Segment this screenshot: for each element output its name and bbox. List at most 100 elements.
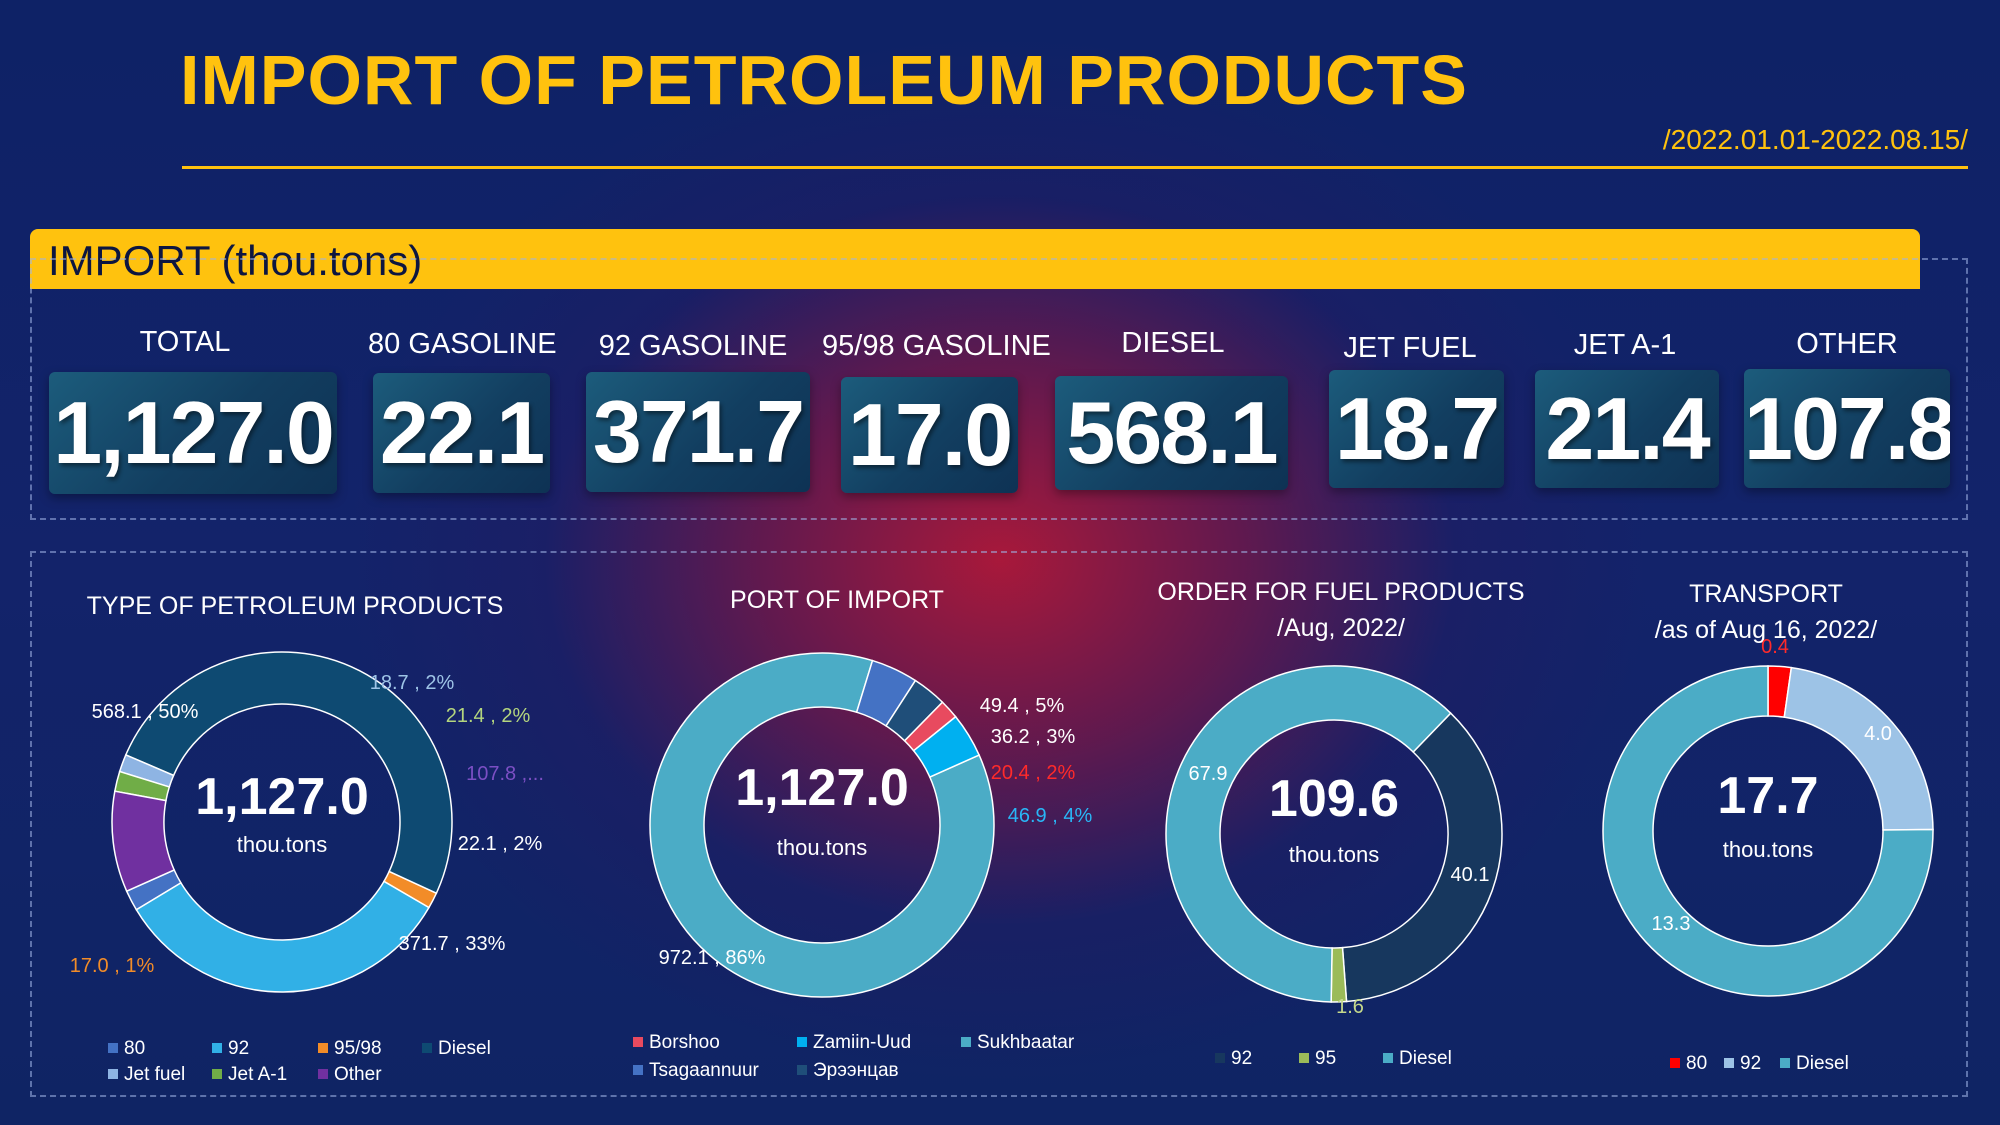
donut-center-value-2: 109.6 — [1269, 770, 1399, 828]
kpi-label-92-gasoline: 92 GASOLINE — [598, 330, 788, 362]
donut-label-0-6: 107.8 ,... — [466, 763, 544, 785]
legend-item-0-0: 80 — [108, 1038, 145, 1060]
kpi-value-diesel: 568.1 — [1066, 383, 1278, 482]
donut-center-unit-0: thou.tons — [237, 832, 328, 857]
donut-slice-2-2 — [1165, 665, 1452, 1003]
legend-item-0-3: Diesel — [422, 1038, 491, 1060]
donut-slice-1-0 — [649, 652, 995, 998]
legend-label-2-1: 95 — [1315, 1048, 1337, 1069]
chart-subtitle-transport: /as of Aug 16, 2022/ — [1654, 616, 1878, 644]
chart-title-transport: TRANSPORT /as of Aug 16, 2022/ — [1541, 576, 1991, 648]
donut-slice-0-3 — [124, 651, 453, 895]
legend-label-1-1: Zamiin-Uud — [813, 1032, 912, 1053]
kpi-value-jet-fuel: 18.7 — [1334, 379, 1500, 478]
legend-swatch-1-3 — [633, 1065, 643, 1075]
legend-swatch-2-1 — [1299, 1053, 1309, 1063]
chart-title-order: ORDER FOR FUEL PRODUCTS /Aug, 2022/ — [1116, 574, 1566, 646]
legend-label-0-6: Other — [334, 1064, 382, 1085]
legend-swatch-1-4 — [797, 1065, 807, 1075]
legend-label-0-5: Jet A-1 — [228, 1064, 288, 1085]
kpi-value-other: 107.8 — [1744, 378, 1950, 478]
legend-label-1-2: Sukhbaatar — [977, 1032, 1075, 1053]
kpi-panel — [30, 258, 1968, 520]
legend-label-0-2: 95/98 — [334, 1038, 382, 1059]
legend-swatch-0-5 — [212, 1069, 222, 1079]
kpi-tile-9598-gasoline: 17.0 — [841, 377, 1018, 493]
legend-label-0-1: 92 — [228, 1038, 250, 1059]
kpi-value-jet-a1: 21.4 — [1545, 379, 1710, 478]
legend-item-0-4: Jet fuel — [108, 1064, 185, 1086]
chart-title-transport-main: TRANSPORT — [1689, 580, 1843, 608]
chart-subtitle-order: /Aug, 2022/ — [1277, 614, 1405, 642]
kpi-label-80-gasoline: 80 GASOLINE — [368, 328, 557, 360]
legend-swatch-2-0 — [1215, 1053, 1225, 1063]
kpi-label-jet-fuel: JET FUEL — [1343, 332, 1477, 364]
donut-label-0-2: 17.0 , 1% — [70, 955, 155, 977]
donut-slice-0-6 — [111, 790, 176, 893]
legend-label-2-0: 92 — [1231, 1048, 1253, 1069]
legend-item-2-1: 95 — [1299, 1048, 1336, 1070]
legend-label-1-3: Tsagaannuur — [649, 1060, 759, 1081]
legend-swatch-3-2 — [1780, 1058, 1790, 1068]
legend-swatch-1-2 — [961, 1037, 971, 1047]
legend-item-1-2: Sukhbaatar — [961, 1032, 1074, 1054]
donut-slice-2-0 — [1341, 712, 1503, 1003]
donut-label-2-1: 1.6 — [1336, 996, 1364, 1018]
legend-item-0-1: 92 — [212, 1038, 249, 1060]
kpi-label-jet-a1: JET A-1 — [1573, 329, 1677, 361]
legend-item-0-6: Other — [318, 1064, 382, 1086]
section-label: IMPORT (thou.tons) — [48, 237, 423, 284]
title-divider — [182, 166, 1968, 169]
kpi-tile-other: 107.8 — [1744, 369, 1950, 488]
chart-title-port: PORT OF IMPORT — [730, 586, 944, 614]
donut-center-value-3: 17.7 — [1717, 767, 1818, 825]
page-title: IMPORT OF PETROLEUM PRODUCTS — [180, 41, 1468, 119]
legend-item-1-3: Tsagaannuur — [633, 1060, 759, 1082]
donut-label-3-1: 4.0 — [1864, 723, 1892, 745]
kpi-tile-total: 1,127.0 — [49, 372, 337, 494]
legend-swatch-1-1 — [797, 1037, 807, 1047]
kpi-label-total: TOTAL — [139, 326, 231, 358]
donut-slice-0-1 — [135, 880, 430, 993]
legend-swatch-0-2 — [318, 1043, 328, 1053]
legend-label-0-3: Diesel — [438, 1038, 491, 1059]
donut-label-1-4: 46.9 , 4% — [1008, 805, 1093, 827]
legend-label-1-0: Borshoo — [649, 1032, 720, 1053]
legend-label-0-0: 80 — [124, 1038, 146, 1059]
kpi-tile-jet-a1: 21.4 — [1535, 370, 1719, 488]
legend-swatch-2-2 — [1383, 1053, 1393, 1063]
kpi-value-9598-gasoline: 17.0 — [847, 385, 1013, 484]
donut-label-1-2: 36.2 , 3% — [991, 726, 1076, 748]
donut-label-3-2: 13.3 — [1652, 913, 1691, 935]
kpi-label-diesel: DIESEL — [1121, 327, 1225, 359]
legend-item-3-0: 80 — [1670, 1053, 1707, 1075]
legend-item-1-1: Zamiin-Uud — [797, 1032, 911, 1054]
legend-swatch-3-1 — [1724, 1058, 1734, 1068]
date-range: /2022.01.01-2022.08.15/ — [1662, 124, 1968, 155]
donut-label-1-1: 49.4 , 5% — [980, 695, 1065, 717]
legend-item-1-4: Эрээнцав — [797, 1060, 899, 1082]
legend-swatch-0-1 — [212, 1043, 222, 1053]
legend-label-2-2: Diesel — [1399, 1048, 1452, 1069]
donut-label-0-5: 21.4 , 2% — [446, 705, 531, 727]
legend-label-3-1: 92 — [1740, 1053, 1762, 1074]
donut-slice-3-2 — [1602, 665, 1934, 997]
legend-item-2-0: 92 — [1215, 1048, 1252, 1070]
donut-center-value-0: 1,127.0 — [195, 768, 369, 826]
donut-slice-0-2 — [382, 870, 438, 909]
donut-label-2-2: 67.9 — [1189, 763, 1228, 785]
kpi-tile-92-gasoline: 371.7 — [586, 372, 810, 492]
legend-item-3-1: 92 — [1724, 1053, 1761, 1075]
donut-label-1-0: 972.1 , 86% — [659, 947, 766, 969]
donut-center-value-1: 1,127.0 — [735, 759, 909, 817]
legend-item-3-2: Diesel — [1780, 1053, 1849, 1075]
kpi-label-other: OTHER — [1796, 328, 1898, 360]
donut-label-1-3: 20.4 , 2% — [991, 762, 1076, 784]
legend-label-3-2: Diesel — [1796, 1053, 1849, 1074]
donut-label-0-0: 22.1 , 2% — [458, 833, 543, 855]
donut-center-unit-2: thou.tons — [1289, 842, 1380, 867]
legend-swatch-1-0 — [633, 1037, 643, 1047]
legend-item-0-5: Jet A-1 — [212, 1064, 287, 1086]
legend-label-3-0: 80 — [1686, 1053, 1708, 1074]
charts-panel — [30, 551, 1968, 1097]
